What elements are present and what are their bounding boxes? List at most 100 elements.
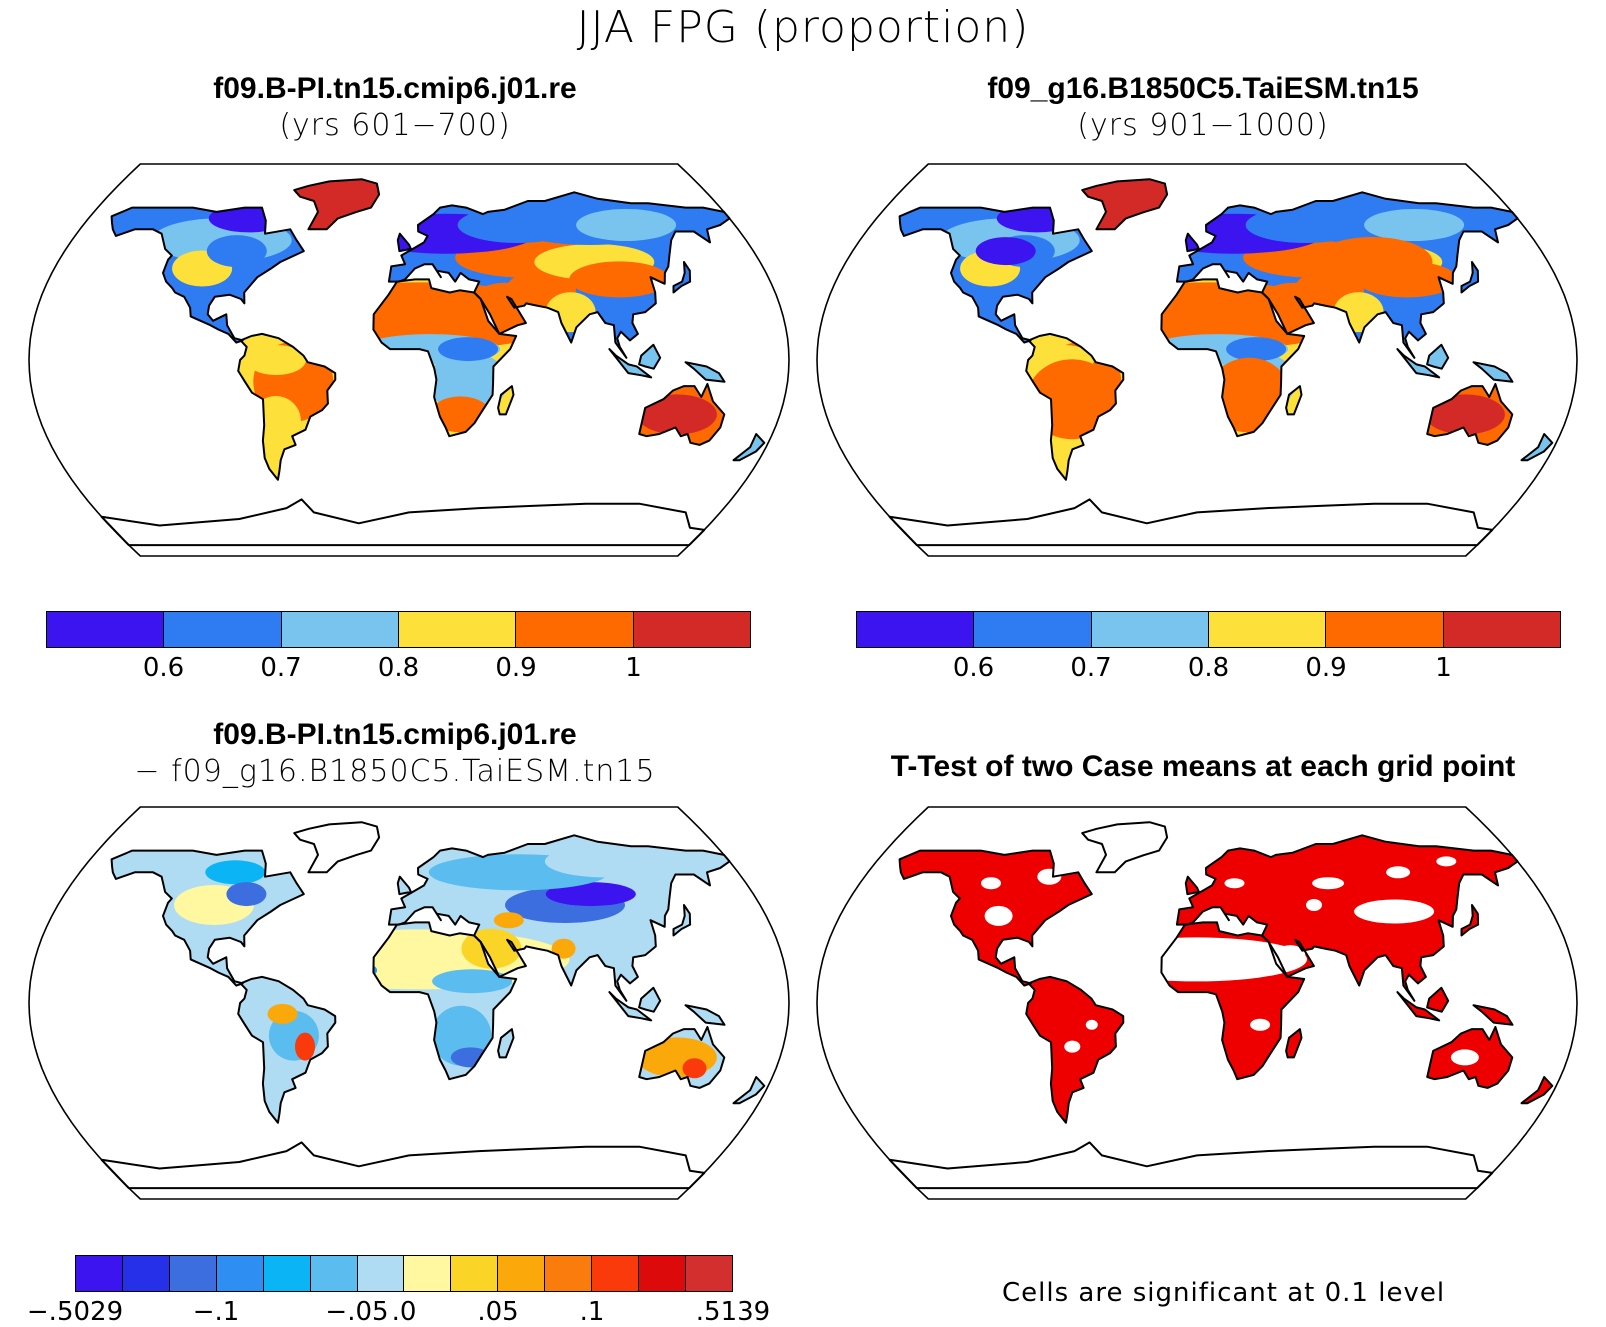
colorbar-label: 0.9 [1305, 653, 1347, 683]
field-patch [981, 877, 1001, 890]
colorbar-label: 1 [625, 653, 642, 683]
field-patch [1275, 945, 1306, 966]
colorbar-box [357, 1256, 405, 1291]
field-patch [1064, 1040, 1081, 1053]
coastline-nz [1520, 433, 1554, 462]
coastline-uk [396, 232, 412, 253]
coastline-samerica [1025, 332, 1125, 481]
case2-years: (yrs 901−1000) [1077, 108, 1329, 143]
coastline-nz [1520, 1076, 1554, 1105]
coastline-borneo [638, 343, 662, 370]
land-newguinea [685, 362, 725, 382]
coastline-newguinea [1472, 361, 1514, 383]
ttest-title: T-Test of two Case means at each grid po… [890, 750, 1516, 783]
colorbar-box [263, 1256, 311, 1291]
field-patch [636, 394, 717, 435]
coastline-samerica [237, 975, 337, 1124]
field-patch [269, 929, 570, 990]
coastline-australia [1426, 383, 1514, 446]
land-newguinea [1473, 1005, 1513, 1025]
field-patch [1312, 877, 1345, 890]
coastline-indonesia [608, 991, 653, 1022]
coastline-uk [1184, 875, 1200, 896]
colorbar-difference [75, 1255, 733, 1292]
coastline-borneo [1426, 986, 1450, 1013]
field-patch [438, 337, 499, 362]
field-patch [432, 969, 513, 994]
field-patches [981, 856, 1479, 1066]
field-patch [295, 1032, 315, 1061]
field-patch [1312, 237, 1433, 287]
land-nz [1521, 1077, 1553, 1104]
field-patch [975, 237, 1036, 266]
colorbar-box [685, 1256, 732, 1291]
colorbar-box [545, 1256, 593, 1291]
field-patch [545, 882, 636, 907]
colorbar-box [281, 612, 399, 647]
field-patch [1226, 337, 1287, 362]
coastline-antarctica [888, 1141, 1494, 1190]
colorbar-box [857, 612, 975, 647]
coastline-nz [732, 433, 766, 462]
coastline-madagascar [1285, 1028, 1303, 1059]
map-difference [28, 806, 790, 1200]
colorbar-box [1208, 612, 1327, 647]
significance-note: Cells are significant at 0.1 level [1002, 1278, 1446, 1308]
panel-title-bottom-left: f09.B-PI.tn15.cmip6.j01.re − f09_g16.B18… [0, 718, 790, 789]
land-borneo [639, 987, 661, 1012]
coastline-indonesia [1396, 348, 1441, 379]
field-patch [267, 1003, 298, 1024]
land-nz [733, 434, 765, 461]
coastline-namerica [898, 206, 1093, 344]
colorbar-box [216, 1256, 264, 1291]
colorbar-box [76, 1256, 123, 1291]
colorbar-label: 1 [1435, 653, 1452, 683]
colorbar-label: 0.7 [1070, 653, 1112, 683]
field-patch [1424, 394, 1505, 435]
coastline-greenland [1081, 178, 1169, 231]
coastline-greenland [1081, 821, 1169, 874]
coastline-greenland [293, 821, 381, 874]
coastline-namerica [110, 206, 305, 344]
colorbar-box [516, 612, 634, 647]
field-patch [544, 845, 665, 878]
coastline-samerica [237, 332, 337, 481]
diff-case2-name: − f09_g16.B1850C5.TaiESM.tn15 [134, 754, 656, 789]
panel-title-bottom-right: T-Test of two Case means at each grid po… [808, 750, 1598, 784]
colorbar-box [310, 1256, 358, 1291]
field-patch [551, 938, 576, 959]
field-patch [1364, 209, 1465, 241]
colorbar-label: −.5029 [26, 1297, 124, 1327]
colorbar-box [1091, 612, 1209, 647]
coastline-japan [672, 261, 692, 294]
colorbar-box [592, 1256, 640, 1291]
colorbar-label: .5139 [695, 1297, 771, 1327]
coastline-uk [396, 875, 412, 896]
field-patch [545, 292, 596, 333]
coastline-africa [1160, 921, 1306, 1081]
colorbar-label: 0.6 [142, 653, 185, 683]
map-ttest [816, 806, 1578, 1200]
colorbar-case2 [856, 611, 1561, 648]
map-case1 [28, 163, 790, 557]
coastline-uk [1184, 232, 1200, 253]
land-borneo [639, 344, 661, 369]
colorbar-box [451, 1256, 499, 1291]
land-uk [1185, 876, 1199, 895]
coastline-namerica [110, 849, 305, 987]
colorbar-box [639, 1256, 686, 1291]
map-border [28, 806, 790, 1200]
coastline-africa [1160, 278, 1306, 438]
coastline-namerica [898, 849, 1093, 987]
field-patch [493, 912, 524, 929]
colorbar-label: .05 [477, 1297, 519, 1327]
colorbar-box [1443, 612, 1560, 647]
land-nz [1521, 434, 1553, 461]
coastline-japan [1460, 261, 1480, 294]
land-borneo [1427, 987, 1449, 1012]
colorbar-box [398, 612, 517, 647]
field-patch [1026, 359, 1117, 440]
coastline-japan [672, 904, 692, 937]
land-newguinea [685, 1005, 725, 1025]
panel-title-top-left: f09.B-PI.tn15.cmip6.j01.re (yrs 601−700) [0, 72, 790, 143]
